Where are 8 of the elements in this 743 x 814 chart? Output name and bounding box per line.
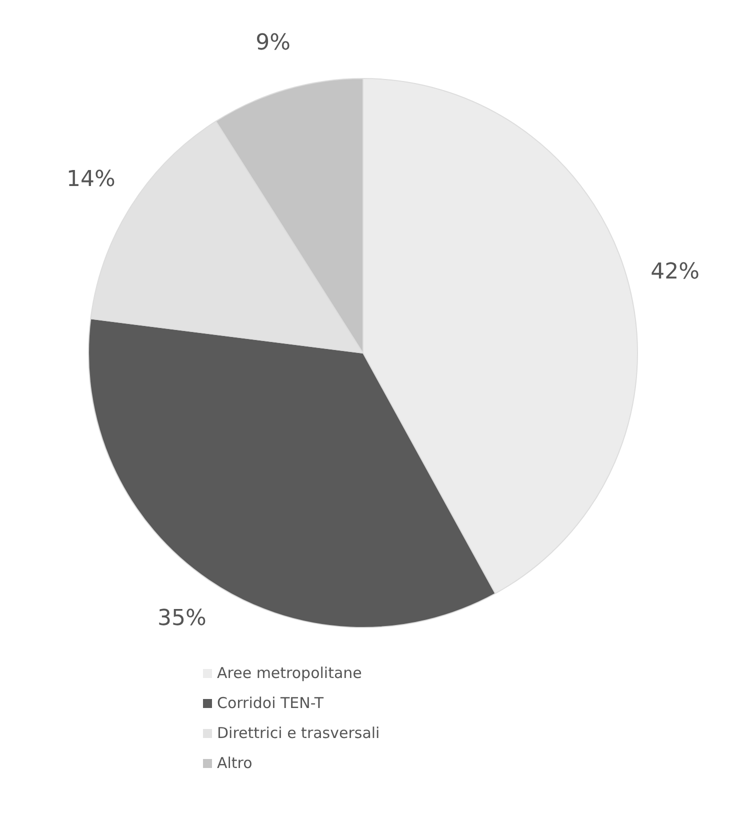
data-label: 9% [256, 30, 291, 56]
data-label: 14% [66, 167, 116, 192]
legend-label: Aree metropolitane [217, 664, 362, 682]
data-label: 42% [650, 260, 700, 285]
legend-label: Altro [217, 754, 252, 772]
data-label: 35% [157, 606, 206, 632]
legend-label: Direttrici e trasversali [217, 724, 380, 742]
legend-label: Corridoi TEN-T [217, 694, 324, 712]
